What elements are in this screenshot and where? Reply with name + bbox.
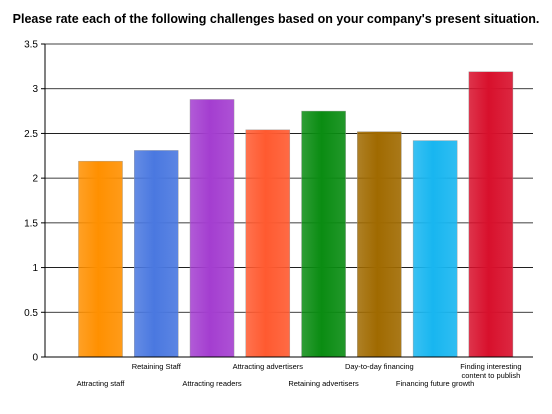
x-tick-label-line: Retaining advertisers <box>288 379 359 388</box>
x-tick-label: Finding interesting content to publish <box>460 362 521 380</box>
bar <box>189 99 235 358</box>
x-tick-label: Retaining Staff <box>132 362 182 371</box>
x-tick-label-line: Attracting staff <box>77 379 126 388</box>
bar <box>301 110 346 358</box>
x-tick-label-line: content to publish <box>461 371 520 380</box>
bar <box>468 71 514 358</box>
x-tick-label-line: Day-to-day financing <box>345 362 414 371</box>
x-tick-label: Retaining advertisers <box>288 379 359 388</box>
y-tick-label: 1 <box>32 263 38 274</box>
y-tick-label: 3 <box>32 84 38 95</box>
bar <box>134 150 179 358</box>
x-tick-label: Attracting advertisers <box>233 362 304 371</box>
x-tick-label: Financing future growth <box>396 379 474 388</box>
y-tick-label: 2 <box>32 174 38 185</box>
bar <box>245 129 291 358</box>
chart-title: Please rate each of the following challe… <box>13 12 540 26</box>
x-tick-label-line: Attracting advertisers <box>233 362 304 371</box>
axes <box>44 44 533 358</box>
y-tick-label: 2.5 <box>24 129 38 140</box>
y-tick-label: 3.5 <box>24 40 38 51</box>
bars <box>78 71 514 358</box>
x-tick-label-line: Financing future growth <box>396 379 474 388</box>
bar <box>412 140 458 358</box>
x-tick-label: Attracting readers <box>182 379 241 388</box>
y-tick-label: 0 <box>32 353 38 364</box>
y-tick-label: 0.5 <box>24 308 38 319</box>
x-tick-label: Day-to-day financing <box>345 362 414 371</box>
x-tick-label-line: Retaining Staff <box>132 362 182 371</box>
x-tick-label: Attracting staff <box>77 379 126 388</box>
x-tick-label-line: Attracting readers <box>182 379 241 388</box>
y-tick-label: 1.5 <box>24 218 38 229</box>
bar <box>357 131 402 358</box>
x-tick-label-line: Finding interesting <box>460 362 521 371</box>
y-axis-ticks: 0 0.5 1 1.5 2 2.5 3 3.5 <box>24 40 45 364</box>
bar <box>78 160 123 358</box>
